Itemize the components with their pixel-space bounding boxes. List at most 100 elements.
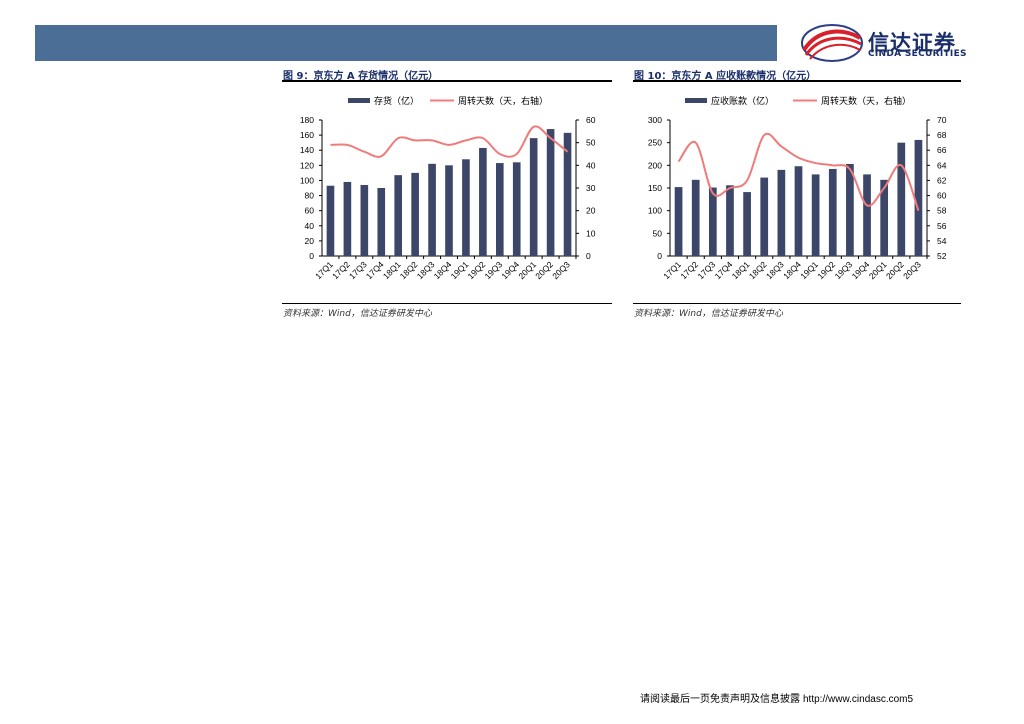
bar [692,180,700,256]
x-tick-label: 20Q1 [516,259,538,281]
x-tick-label: 17Q2 [678,259,700,281]
inventory-chart: 存货（亿） 周转天数（天，右轴） 0 20 40 60 80 100 120 140 160 180 0… [282,84,612,302]
x-tick-label: 18Q4 [781,259,803,281]
left-tick-label: 120 [300,160,314,170]
right-tick-label: 52 [937,251,947,261]
right-tick-label: 10 [586,228,596,238]
page-footer: 请阅读最后一页免责声明及信息披露 http://www.cindasc.com5 [640,690,913,705]
left-tick-label: 100 [300,175,314,185]
x-tick-label: 18Q1 [381,259,403,281]
logo-english-name: CINDA SECURITIES [868,49,967,59]
bar [675,187,683,256]
x-tick-label: 20Q2 [884,259,906,281]
x-tick-label: 20Q1 [867,259,889,281]
left-tick-label: 200 [648,160,662,170]
legend-bar-swatch [348,98,370,103]
right-tick-label: 64 [937,160,947,170]
left-tick-label: 60 [305,206,315,216]
bar [394,175,402,256]
figure-9-source: 资料来源：Wind，信达证券研发中心 [283,306,432,319]
figure-10-bottom-rule [633,303,961,304]
x-tick-label: 19Q4 [499,259,521,281]
x-tick-label: 17Q4 [364,259,386,281]
bar [863,174,871,256]
left-tick-label: 80 [305,191,315,201]
bar [462,159,470,256]
bar [812,174,820,256]
right-tick-label: 60 [586,115,596,125]
bar [496,163,504,256]
left-tick-label: 160 [300,130,314,140]
left-tick-label: 250 [648,138,662,148]
chart-legend: 存货（亿） 周转天数（天，右轴） [348,95,548,106]
x-tick-label: 19Q1 [798,259,820,281]
bar [377,188,385,256]
bar [897,143,905,256]
figure-9-bottom-rule [282,303,612,304]
bar [726,185,734,256]
bar [743,192,751,256]
left-tick-label: 300 [648,115,662,125]
bar [445,165,453,256]
x-tick-label: 19Q1 [449,259,471,281]
right-tick-label: 62 [937,175,947,185]
left-tick-label: 0 [309,251,314,261]
right-tick-label: 66 [937,145,947,155]
left-tick-label: 50 [653,228,663,238]
bar [428,164,436,256]
bar [361,185,369,256]
bar [479,148,487,256]
legend-line-label: 周转天数（天，右轴） [458,95,548,106]
bar [795,166,803,256]
legend-bar-label: 存货（亿） [374,95,419,106]
right-tick-label: 0 [586,251,591,261]
left-tick-label: 40 [305,221,315,231]
x-tick-label: 19Q3 [833,259,855,281]
legend-line-label: 周转天数（天，右轴） [821,95,911,106]
x-tick-label: 18Q1 [730,259,752,281]
right-tick-label: 68 [937,130,947,140]
left-tick-label: 150 [648,183,662,193]
bar [344,182,352,256]
figure-9-top-rule [282,80,612,82]
x-tick-label: 18Q3 [415,259,437,281]
right-tick-label: 70 [937,115,947,125]
bar [327,186,335,256]
left-tick-label: 20 [305,236,315,246]
x-tick-label: 19Q3 [482,259,504,281]
right-tick-label: 20 [586,206,596,216]
right-tick-label: 60 [937,191,947,201]
figure-10-source: 资料来源：Wind，信达证券研发中心 [634,306,783,319]
bar [915,140,923,256]
x-tick-label: 17Q2 [330,259,352,281]
right-tick-label: 58 [937,206,947,216]
footer-url[interactable]: http://www.cindasc.com [803,694,907,705]
bar [846,164,854,256]
x-tick-label: 18Q3 [764,259,786,281]
legend-bar-label: 应收账款（亿） [711,95,774,106]
x-tick-label: 19Q2 [815,259,837,281]
bar [829,169,837,256]
chart-legend: 应收账款（亿） 周转天数（天，右轴） [685,95,911,106]
bar [547,129,555,256]
legend-bar-swatch [685,98,707,103]
x-tick-label: 18Q2 [398,259,420,281]
right-tick-label: 54 [937,236,947,246]
x-tick-label: 17Q3 [695,259,717,281]
bar [513,162,521,256]
bar [778,170,786,256]
right-tick-label: 40 [586,160,596,170]
header-bar [35,25,777,61]
bar [530,138,538,256]
left-tick-label: 0 [657,251,662,261]
x-tick-label: 20Q3 [550,259,572,281]
x-tick-label: 20Q2 [533,259,555,281]
bar [709,188,717,256]
footer-disclaimer: 请阅读最后一页免责声明及信息披露 [640,694,800,705]
bar [760,178,768,256]
x-tick-label: 17Q1 [313,259,335,281]
x-tick-label: 19Q4 [850,259,872,281]
x-tick-label: 20Q3 [901,259,923,281]
x-tick-label: 18Q2 [747,259,769,281]
x-tick-label: 19Q2 [466,259,488,281]
